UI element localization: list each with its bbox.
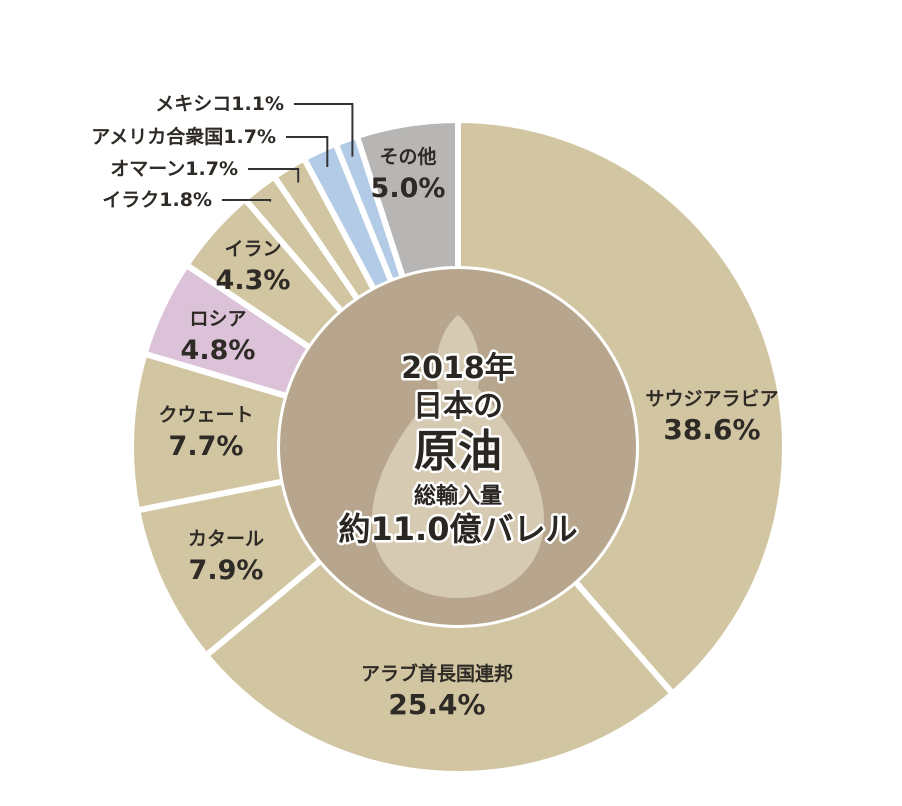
leader-line-6 (222, 199, 272, 202)
center-line3: 原油 (414, 426, 502, 477)
center-year: 2018年 (401, 351, 515, 386)
labels-layer: サウジアラビア 38.6% アラブ首長国連邦 25.4% カタール 7.9% クウェート 7.… (91, 93, 778, 721)
slice-label-name-4: ロシア (189, 308, 246, 330)
external-label-8: アメリカ合衆国1.7% (91, 125, 276, 148)
leader-line-7 (248, 168, 300, 183)
oil-drop-icon (372, 315, 544, 598)
slice-label-pct-4: 4.8% (181, 335, 256, 366)
slice-label-pct-2: 7.9% (189, 555, 264, 586)
center-line2: 日本の (413, 389, 503, 424)
slice-label-name-2: カタール (188, 528, 264, 550)
center-line4: 総輸入量 (414, 483, 502, 509)
slice-label-name-0: サウジアラビア (645, 388, 778, 410)
leader-line-9 (294, 103, 354, 157)
slice-label-pct-10: 5.0% (371, 173, 446, 204)
slice-label-pct-5: 4.3% (216, 265, 291, 296)
external-label-9: メキシコ1.1% (155, 93, 284, 115)
slice-label-pct-3: 7.7% (169, 431, 244, 462)
slice-label-name-10: その他 (379, 145, 436, 168)
slices-layer (128, 117, 788, 777)
slice-label-pct-1: 25.4% (388, 688, 485, 721)
center-text: 2018年 日本の 原油 総輸入量 約11.0億バレル (336, 349, 580, 551)
center-line5: 約11.0億バレル (339, 510, 578, 548)
slice-label-name-5: イラン (224, 238, 281, 260)
external-label-6: イラク1.8% (102, 189, 212, 211)
leaders-layer (222, 103, 354, 202)
center-hub (280, 269, 636, 625)
slice-label-name-3: クウェート (158, 404, 253, 426)
slice-label-pct-0: 38.6% (663, 413, 760, 446)
leader-line-8 (286, 136, 329, 167)
external-label-7: オマーン1.7% (110, 158, 238, 180)
slice-label-name-1: アラブ首長国連邦 (361, 662, 513, 685)
